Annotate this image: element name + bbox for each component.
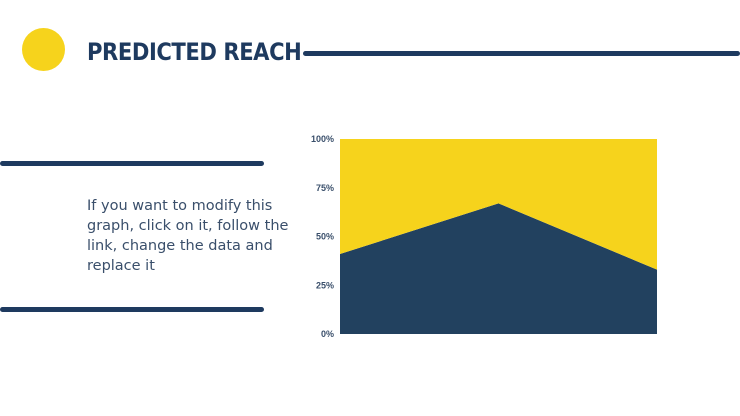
y-tick-label: 75% bbox=[316, 183, 334, 193]
decorative-divider-left-upper bbox=[0, 161, 264, 166]
y-tick-label: 50% bbox=[316, 232, 334, 242]
y-tick-label: 100% bbox=[311, 134, 334, 144]
slide-body-text: If you want to modify this graph, click … bbox=[87, 198, 289, 274]
y-tick-label: 0% bbox=[321, 329, 334, 339]
area-series-2 bbox=[340, 139, 657, 270]
area-chart[interactable]: 0% 25% 50% 75% 100% bbox=[300, 128, 670, 343]
decorative-divider-top bbox=[303, 51, 740, 56]
decorative-divider-left-lower bbox=[0, 307, 264, 312]
area-series-1 bbox=[340, 203, 657, 334]
slide-title: PREDICTED REACH bbox=[87, 38, 302, 66]
decorative-yellow-circle bbox=[22, 28, 65, 71]
y-tick-label: 25% bbox=[316, 280, 334, 290]
